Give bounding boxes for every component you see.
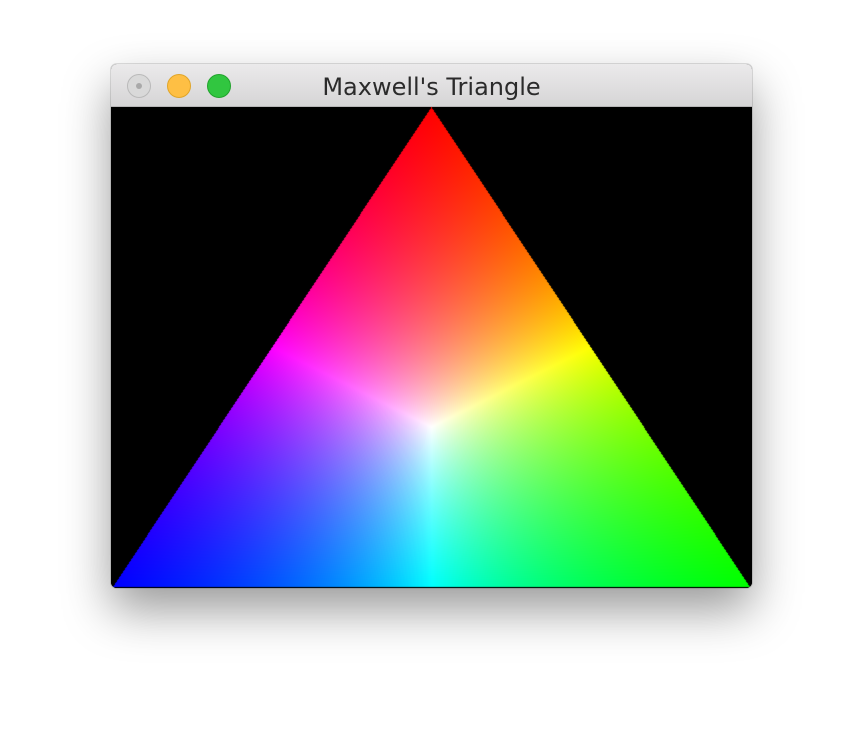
zoom-icon[interactable] <box>207 74 231 98</box>
minimize-icon[interactable] <box>167 74 191 98</box>
triangle-view <box>111 107 752 588</box>
app-window: Maxwell's Triangle <box>111 64 752 588</box>
window-title: Maxwell's Triangle <box>322 73 541 101</box>
close-icon[interactable] <box>127 74 151 98</box>
title-bar[interactable]: Maxwell's Triangle <box>111 64 752 107</box>
close-dot-icon <box>136 83 142 89</box>
maxwell-triangle-canvas <box>111 107 752 588</box>
